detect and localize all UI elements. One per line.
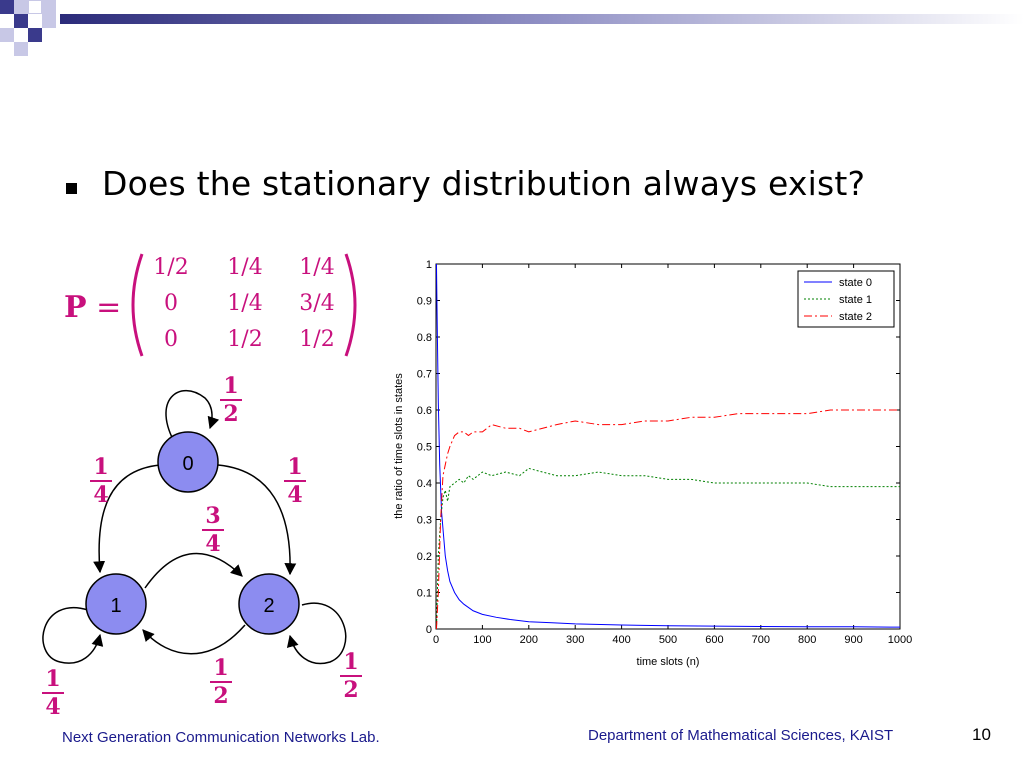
- matrix-body: 1/2 1/4 1/4 0 1/4 3/4 0 1/2 1/2: [136, 255, 356, 360]
- matrix-left-paren: [131, 253, 144, 357]
- y-tick-label: 0: [426, 624, 432, 636]
- edge-0-0: [165, 389, 220, 446]
- matrix-cell: 1/4: [299, 255, 335, 280]
- node-label-2: 2: [263, 595, 274, 617]
- header-square: [14, 42, 28, 56]
- node-label-1: 1: [110, 595, 121, 617]
- y-axis-label: the ratio of time slots in states: [393, 373, 405, 519]
- header-square: [0, 28, 14, 42]
- x-tick-label: 800: [798, 634, 816, 646]
- header-square: [28, 28, 42, 42]
- series-line-state-2: [435, 409, 900, 630]
- matrix-brackets: [131, 253, 357, 357]
- header-square: [14, 0, 28, 14]
- header-square: [14, 14, 28, 28]
- edge-0-1: [93, 464, 161, 574]
- matrix-symbol: P: [64, 290, 87, 325]
- ratio-chart: 0 100 200 300 400 500 600 700 800 900 1000 0 0.1 0.2 0…: [393, 259, 912, 668]
- header-square: [42, 0, 56, 14]
- matrix-cell: 1/2: [153, 255, 189, 280]
- matrix-cell: 1/2: [227, 327, 263, 352]
- y-tick-label: 0.1: [417, 588, 432, 600]
- node-0: [157, 431, 219, 493]
- header-square: [0, 0, 14, 14]
- series-line-state-0: [435, 263, 901, 628]
- header-decoration: [0, 0, 1024, 62]
- matrix-cell: 3/4: [299, 291, 335, 316]
- edge-2-2: [286, 602, 347, 665]
- y-tick-label: 0.7: [417, 369, 432, 381]
- x-tick-label: 200: [520, 634, 538, 646]
- legend: state 0 state 1 state 2: [797, 270, 895, 328]
- x-tick-label: 0: [433, 634, 439, 646]
- x-axis-label: time slots (n): [637, 656, 700, 668]
- x-tick-label: 900: [844, 634, 862, 646]
- header-square: [42, 14, 56, 28]
- y-tick-label: 0.8: [417, 332, 432, 344]
- y-tick-label: 0.2: [417, 551, 432, 563]
- matrix-right-paren: [344, 253, 357, 357]
- x-tick-label: 500: [659, 634, 677, 646]
- footer-right: Department of Mathematical Sciences, KAI…: [588, 727, 894, 744]
- edge-0-2: [217, 464, 297, 576]
- footer-left: Next Generation Communication Networks L…: [62, 729, 380, 746]
- header-gradient-bar: [60, 14, 1024, 24]
- legend-entry: state 0: [839, 277, 872, 289]
- y-tick-label: 0.5: [417, 442, 432, 454]
- y-tick-label: 0.3: [417, 515, 432, 527]
- y-tick-label: 0.4: [417, 478, 432, 490]
- edge-1-1: [42, 606, 104, 664]
- header-square: [28, 14, 42, 28]
- bullet-text: Does the stationary distribution always …: [102, 164, 866, 203]
- matrix-label: P =: [64, 290, 122, 325]
- x-tick-label: 700: [752, 634, 770, 646]
- y-tick-label: 1: [426, 259, 432, 271]
- matrix-cell: 0: [164, 327, 178, 352]
- y-tick-label: 0.6: [417, 405, 432, 417]
- matrix-cell: 1/4: [227, 291, 263, 316]
- node-label-0: 0: [182, 453, 193, 475]
- matrix-cell: 1/2: [299, 327, 335, 352]
- x-tick-label: 100: [473, 634, 491, 646]
- edge-1-2: [144, 552, 243, 589]
- bullet-square-icon: [66, 183, 77, 194]
- matrix-cell: 0: [164, 291, 178, 316]
- legend-entry: state 1: [839, 294, 872, 306]
- markov-graph: 0 1 2: [42, 389, 347, 665]
- x-tick-label: 1000: [888, 634, 912, 646]
- header-square: [28, 0, 42, 14]
- series-line-state-1: [435, 467, 900, 630]
- edge-2-1: [142, 624, 246, 655]
- node-2: [238, 573, 300, 635]
- x-tick-label: 600: [705, 634, 723, 646]
- legend-entry: state 2: [839, 311, 872, 323]
- page-number: 10: [972, 725, 991, 744]
- x-tick-label: 400: [612, 634, 630, 646]
- matrix-cell: 1/4: [227, 255, 263, 280]
- y-tick-label: 0.9: [417, 296, 432, 308]
- x-tick-label: 300: [566, 634, 584, 646]
- node-1: [85, 573, 147, 635]
